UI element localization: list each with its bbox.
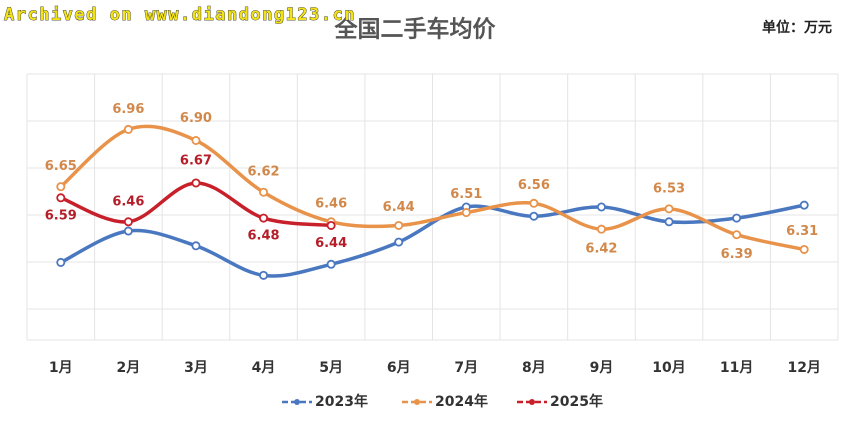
unit-label: 单位：万元	[762, 19, 832, 36]
data-point	[799, 200, 809, 210]
data-label: 6.62	[248, 165, 280, 180]
data-point	[461, 208, 471, 218]
x-tick-label: 10月	[652, 360, 685, 376]
data-label: 6.46	[315, 196, 347, 211]
data-label: 6.44	[315, 236, 347, 251]
legend-dot	[529, 399, 535, 405]
data-label: 6.56	[518, 178, 550, 193]
data-label: 6.46	[112, 194, 144, 209]
data-label: 6.67	[180, 153, 212, 168]
data-label: 6.31	[786, 224, 818, 239]
data-point	[664, 204, 674, 214]
data-point	[394, 220, 404, 230]
data-point	[732, 230, 742, 240]
data-point	[191, 241, 201, 251]
x-tick-label: 4月	[252, 360, 276, 376]
data-point	[123, 226, 133, 236]
x-tick-label: 6月	[387, 360, 411, 376]
data-point	[529, 211, 539, 221]
data-label: 6.42	[585, 242, 617, 257]
x-tick-label: 7月	[454, 360, 478, 376]
data-point	[56, 257, 66, 267]
data-point	[191, 135, 201, 145]
x-tick-label: 3月	[184, 360, 208, 376]
data-point	[191, 178, 201, 188]
data-point	[799, 244, 809, 254]
data-label: 6.65	[45, 159, 77, 174]
data-point	[123, 124, 133, 134]
series-line	[59, 181, 333, 228]
x-tick-label: 8月	[522, 360, 546, 376]
x-tick-label: 11月	[720, 360, 753, 376]
chart-title: 全国二手车均价	[334, 16, 497, 43]
data-label: 6.44	[383, 200, 415, 215]
data-point	[326, 259, 336, 269]
data-label: 6.90	[180, 111, 212, 126]
x-tick-label: 12月	[787, 360, 820, 376]
data-point	[259, 187, 269, 197]
x-tick-label: 2月	[117, 360, 141, 376]
legend-label: 2024年	[435, 393, 488, 410]
x-tick-label: 9月	[590, 360, 614, 376]
data-point	[326, 220, 336, 230]
data-point	[259, 270, 269, 280]
legend-label: 2025年	[550, 393, 603, 410]
data-point	[56, 182, 66, 192]
watermark: Archived on www.diandong123.cn	[4, 5, 356, 25]
grid	[26, 73, 839, 341]
data-point	[56, 193, 66, 203]
data-point	[596, 224, 606, 234]
legend-label: 2023年	[315, 393, 368, 410]
data-label: 6.96	[112, 102, 144, 117]
data-point	[664, 217, 674, 227]
data-point	[394, 237, 404, 247]
data-point	[732, 213, 742, 223]
series-line	[59, 203, 806, 278]
data-point	[529, 198, 539, 208]
data-label: 6.39	[721, 247, 753, 262]
x-tick-label: 5月	[319, 360, 343, 376]
legend-dot	[414, 399, 420, 405]
data-point	[259, 213, 269, 223]
legend-dot	[294, 399, 300, 405]
data-point	[596, 202, 606, 212]
data-point	[123, 217, 133, 227]
x-tick-label: 1月	[49, 360, 73, 376]
data-label: 6.59	[45, 208, 77, 223]
data-label: 6.51	[450, 187, 482, 202]
data-label: 6.48	[248, 229, 280, 244]
data-label: 6.53	[653, 181, 685, 196]
